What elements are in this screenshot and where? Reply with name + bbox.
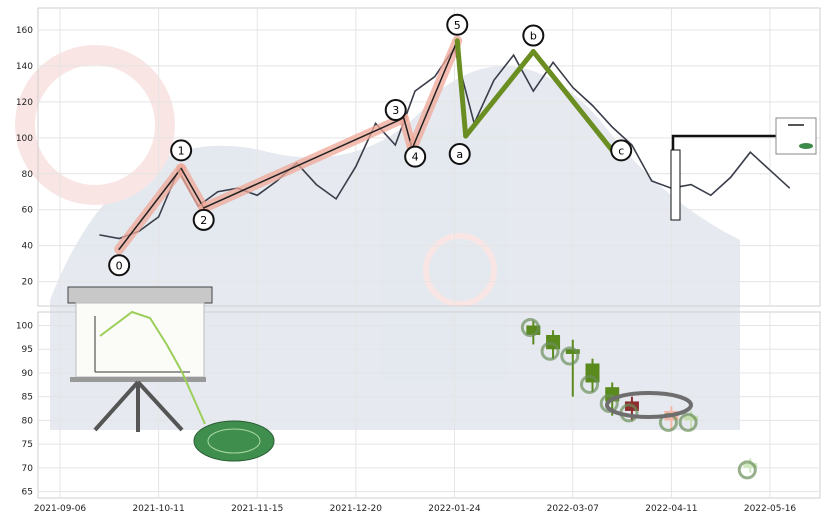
x-tick: 2022-05-16 [744,504,797,514]
impulse-wave-line [202,117,405,209]
top-y-tick: 80 [22,170,34,180]
x-tick: 2021-11-15 [231,504,283,514]
candle-ring [678,412,698,432]
bottom-y-tick: 90 [22,369,34,379]
wave-label: a [456,148,463,161]
presentation-easel-icon [67,286,275,462]
bottom-y-ticks: 65 70 75 80 85 90 95 100 [16,321,33,497]
correction-wave-line [454,38,469,139]
x-tick: 2021-12-20 [330,504,383,514]
candle-body [684,415,699,421]
x-tick: 2022-04-11 [645,504,697,514]
candle-ring [599,393,619,413]
wave-label-marker [192,208,215,231]
correction-wave-line [463,49,536,139]
candle-body [526,325,541,335]
wave-label-marker [522,24,545,47]
bottom-y-tick: 95 [22,345,33,355]
wave-labels: 0 1 2 3 4 5 a b c [108,13,633,277]
bottom-y-tick: 80 [22,416,34,426]
wave-label-marker [170,139,193,162]
top-y-tick: 140 [16,62,33,72]
wave-label: b [530,30,537,43]
wave-label-marker [108,254,131,277]
wave-label: 1 [178,144,185,157]
bottom-y-tick: 75 [22,440,33,450]
candle-ring [540,341,560,361]
top-y-tick: 20 [22,278,34,288]
top-y-tick: 120 [16,98,33,108]
bottom-y-tick: 85 [22,393,33,403]
x-tick: 2021-09-06 [34,504,87,514]
callout-bracket [670,117,817,221]
bottom-y-tick: 100 [16,321,33,331]
top-y-tick: 160 [16,26,33,36]
wave-label: 2 [200,214,207,227]
panel-frames [37,7,821,499]
wave-label: 3 [392,104,399,117]
bottom-y-tick: 70 [22,464,34,474]
bottom-y-tick: 65 [22,488,33,498]
candle-ring [580,374,599,394]
highlight-ring [605,391,693,419]
top-y-ticks: 20 40 60 80 100 120 140 160 [16,26,33,288]
top-y-tick: 40 [22,242,34,252]
top-y-tick: 100 [16,134,33,144]
x-tick: 2022-03-07 [547,504,599,514]
wave-lines [114,35,615,255]
wave-label-marker [610,139,633,162]
candle-ring [560,346,580,366]
correction-wave-line [530,49,615,153]
candle-ring [520,317,540,337]
x-tick: 2021-10-11 [132,504,184,514]
wave-label: 0 [116,259,123,272]
impulse-wave-line [118,167,182,251]
impulse-wave-line [411,40,459,150]
top-y-tick: 60 [22,206,34,216]
candlesticks [520,317,758,480]
wave-label-marker [384,99,407,122]
wave-label: 4 [412,151,419,164]
impulse-wave-line [180,167,205,209]
wave-label-marker [448,143,471,166]
candle-body [565,349,580,354]
x-ticks: 2021-09-06 2021-10-11 2021-11-15 2021-12-20… [34,504,797,514]
wave-label-marker [446,13,469,36]
candle-ring [737,460,757,480]
wave-watermark [15,45,740,430]
wave-label: c [618,144,624,157]
x-tick: 2022-01-24 [428,504,481,514]
wave-label-marker [404,145,427,168]
wave-label: 5 [454,19,461,32]
candle-body [743,463,758,468]
